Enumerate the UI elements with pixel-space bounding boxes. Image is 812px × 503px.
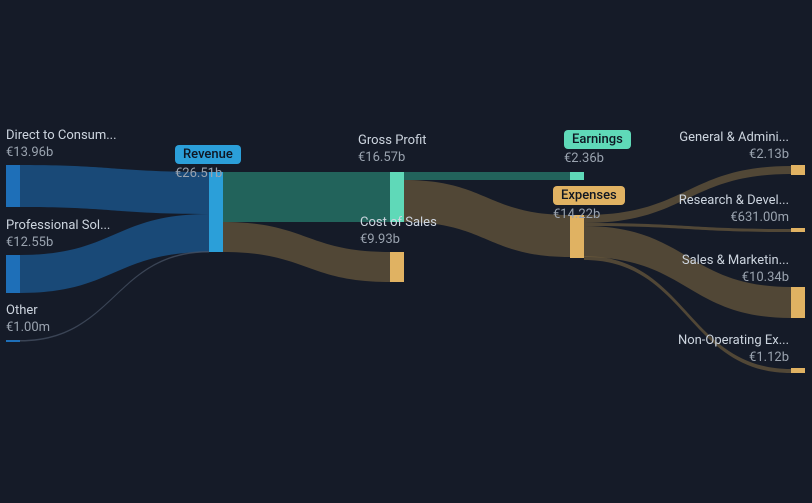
- name-cost_of_sales: Cost of Sales: [360, 215, 437, 232]
- node-professional_sol[interactable]: [6, 255, 20, 293]
- name-gross_profit: Gross Profit: [358, 133, 427, 150]
- pill-earnings: Earnings: [564, 130, 631, 149]
- node-general_admin[interactable]: [791, 165, 805, 175]
- label-cost_of_sales: Cost of Sales€9.93b: [360, 215, 437, 249]
- label-revenue: Revenue €26.51b: [175, 143, 241, 181]
- value-gross_profit: €16.57b: [358, 150, 427, 167]
- name-direct_to_consumer: Direct to Consum...: [6, 128, 117, 145]
- sankey-svg: [0, 0, 812, 503]
- value-cost_of_sales: €9.93b: [360, 232, 437, 249]
- label-expenses: Expenses €14.22b: [553, 184, 625, 222]
- value-general_admin: €2.13b: [679, 147, 789, 164]
- name-research_dev: Research & Devel...: [679, 193, 789, 210]
- name-non_operating: Non-Operating Ex...: [678, 333, 789, 350]
- name-other: Other: [6, 303, 50, 320]
- node-direct_to_consumer[interactable]: [6, 165, 20, 207]
- pill-expenses: Expenses: [553, 186, 625, 205]
- label-gross_profit: Gross Profit€16.57b: [358, 133, 427, 167]
- name-professional_sol: Professional Sol...: [6, 218, 110, 235]
- node-non_operating[interactable]: [791, 368, 805, 373]
- node-sales_marketing[interactable]: [791, 287, 805, 318]
- value-non_operating: €1.12b: [678, 350, 789, 367]
- label-other: Other€1.00m: [6, 303, 50, 337]
- pill-revenue: Revenue: [175, 145, 241, 164]
- value-sales_marketing: €10.34b: [682, 270, 789, 287]
- label-general_admin: General & Admini...€2.13b: [679, 130, 789, 164]
- node-revenue[interactable]: [209, 172, 223, 252]
- node-research_dev[interactable]: [791, 228, 805, 232]
- value-expenses: €14.22b: [553, 207, 625, 222]
- value-professional_sol: €12.55b: [6, 235, 110, 252]
- link-gross_profit-earnings: [404, 172, 570, 180]
- name-sales_marketing: Sales & Marketin...: [682, 253, 789, 270]
- label-professional_sol: Professional Sol...€12.55b: [6, 218, 110, 252]
- node-earnings[interactable]: [570, 172, 584, 180]
- label-non_operating: Non-Operating Ex...€1.12b: [678, 333, 789, 367]
- label-sales_marketing: Sales & Marketin...€10.34b: [682, 253, 789, 287]
- label-research_dev: Research & Devel...€631.00m: [679, 193, 789, 227]
- value-revenue: €26.51b: [175, 166, 241, 181]
- value-earnings: €2.36b: [564, 151, 631, 166]
- value-other: €1.00m: [6, 320, 50, 337]
- label-direct_to_consumer: Direct to Consum...€13.96b: [6, 128, 117, 162]
- name-general_admin: General & Admini...: [679, 130, 789, 147]
- value-research_dev: €631.00m: [679, 210, 789, 227]
- node-cost_of_sales[interactable]: [390, 252, 404, 282]
- label-earnings: Earnings €2.36b: [564, 128, 631, 166]
- node-other[interactable]: [6, 340, 20, 342]
- sankey-chart: Direct to Consum...€13.96b Professional S…: [0, 0, 812, 503]
- value-direct_to_consumer: €13.96b: [6, 145, 117, 162]
